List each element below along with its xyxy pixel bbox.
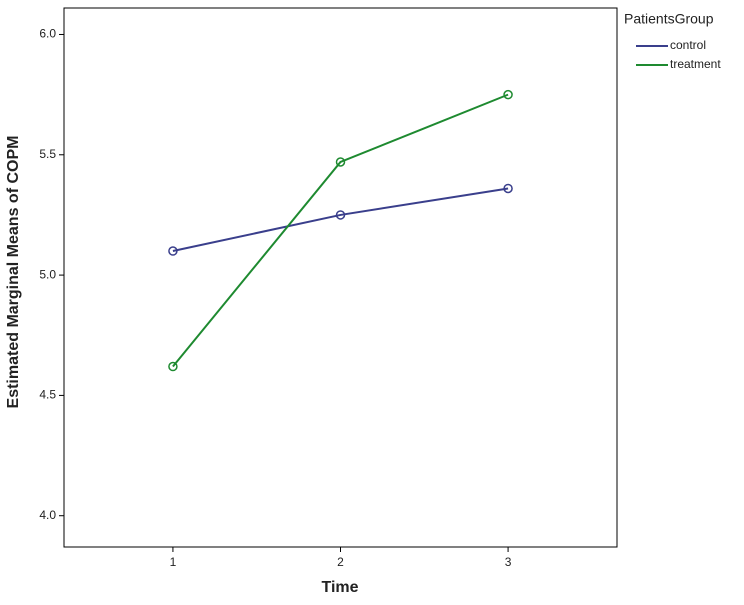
y-tick-label: 4.0	[39, 508, 56, 522]
point-marker	[503, 183, 513, 194]
x-tick-label: 1	[170, 555, 177, 569]
x-tick-label: 2	[337, 555, 344, 569]
y-tick-label: 6.0	[39, 27, 56, 41]
y-axis-label: Estimated Marginal Means of COPM	[5, 136, 22, 409]
x-axis-label: Time	[321, 579, 358, 596]
point-marker	[503, 89, 513, 100]
x-tick-label: 3	[505, 555, 512, 569]
point-marker	[335, 157, 346, 167]
y-tick-label: 5.0	[39, 267, 56, 281]
series-line	[172, 93, 509, 368]
point-marker	[168, 246, 178, 256]
legend-label: control	[670, 38, 706, 52]
legend-label: treatment	[670, 57, 721, 71]
y-tick-label: 4.5	[39, 388, 56, 402]
plot-frame	[63, 7, 618, 548]
point-marker	[168, 361, 178, 372]
legend-title: PatientsGroup	[624, 11, 714, 27]
point-marker	[335, 210, 346, 220]
y-tick-label: 5.5	[39, 147, 56, 161]
series-line	[172, 187, 509, 253]
